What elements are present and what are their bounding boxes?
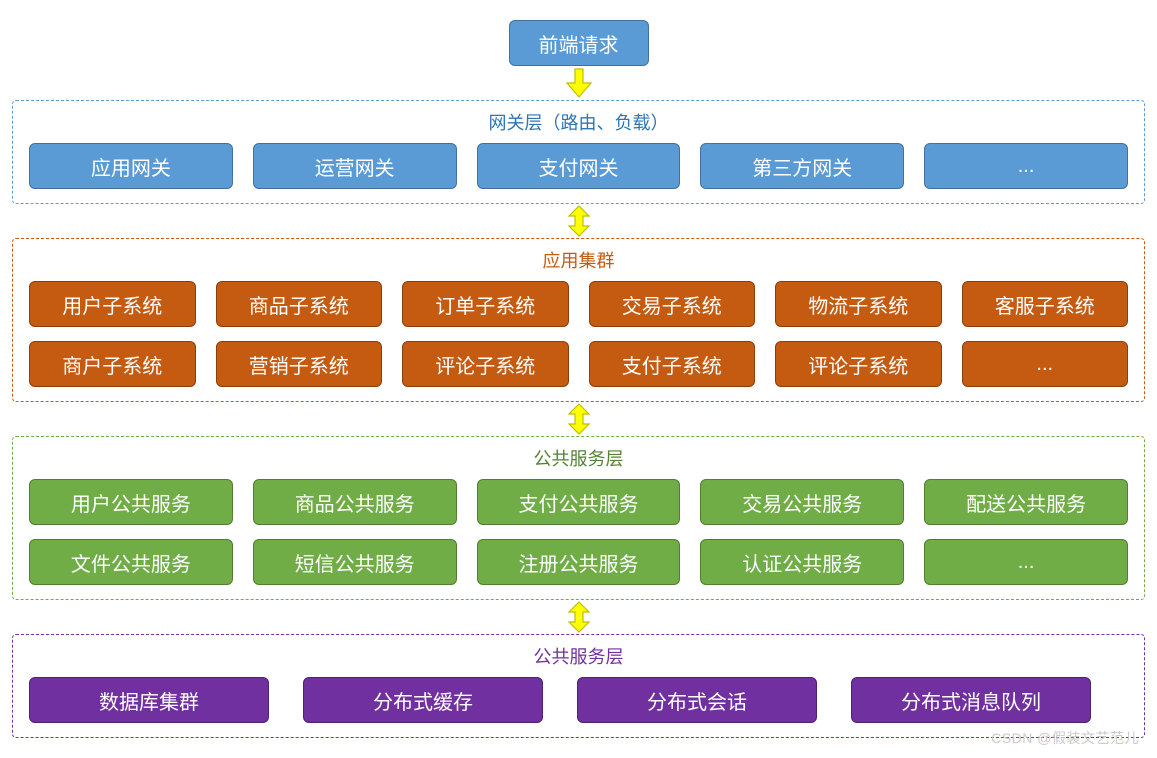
layer-app-cluster: 应用集群 用户子系统 商品子系统 订单子系统 交易子系统 物流子系统 客服子系统…: [12, 238, 1145, 402]
layer-app-row-0: 用户子系统 商品子系统 订单子系统 交易子系统 物流子系统 客服子系统: [29, 281, 1128, 327]
node-comment-subsystem: 评论子系统: [402, 341, 569, 387]
layer-gateway: 网关层（路由、负载） 应用网关 运营网关 支付网关 第三方网关 ...: [12, 100, 1145, 204]
layer-gateway-row-0: 应用网关 运营网关 支付网关 第三方网关 ...: [29, 143, 1128, 189]
arrow-0: [12, 66, 1145, 100]
node-delivery-public-service: 配送公共服务: [924, 479, 1128, 525]
node-app-gateway: 应用网关: [29, 143, 233, 189]
node-product-subsystem: 商品子系统: [216, 281, 383, 327]
node-payment-gateway: 支付网关: [477, 143, 681, 189]
node-file-public-service: 文件公共服务: [29, 539, 233, 585]
arrow-2: [12, 402, 1145, 436]
layer-app-row-1: 商户子系统 营销子系统 评论子系统 支付子系统 评论子系统 ...: [29, 341, 1128, 387]
node-customer-service-subsystem: 客服子系统: [962, 281, 1129, 327]
layer-public-service-title: 公共服务层: [29, 445, 1128, 471]
top-node-frontend-request: 前端请求: [509, 20, 649, 66]
node-app-more: ...: [962, 341, 1129, 387]
node-auth-public-service: 认证公共服务: [700, 539, 904, 585]
node-product-public-service: 商品公共服务: [253, 479, 457, 525]
layer-public-row-1: 文件公共服务 短信公共服务 注册公共服务 认证公共服务 ...: [29, 539, 1128, 585]
node-trade-subsystem: 交易子系统: [589, 281, 756, 327]
arrow-down-icon: [565, 67, 593, 99]
layer-app-cluster-title: 应用集群: [29, 247, 1128, 273]
node-distributed-session: 分布式会话: [577, 677, 817, 723]
node-ops-gateway: 运营网关: [253, 143, 457, 189]
node-comment-subsystem-2: 评论子系统: [775, 341, 942, 387]
node-register-public-service: 注册公共服务: [477, 539, 681, 585]
arrow-updown-icon: [565, 402, 593, 436]
arrow-3: [12, 600, 1145, 634]
node-payment-subsystem: 支付子系统: [589, 341, 756, 387]
node-public-more: ...: [924, 539, 1128, 585]
node-gateway-more: ...: [924, 143, 1128, 189]
watermark-text: CSDN @假装文艺范儿: [991, 728, 1139, 748]
node-user-public-service: 用户公共服务: [29, 479, 233, 525]
node-sms-public-service: 短信公共服务: [253, 539, 457, 585]
arrow-updown-icon: [565, 204, 593, 238]
node-distributed-cache: 分布式缓存: [303, 677, 543, 723]
layer-public-service: 公共服务层 用户公共服务 商品公共服务 支付公共服务 交易公共服务 配送公共服务…: [12, 436, 1145, 600]
node-marketing-subsystem: 营销子系统: [216, 341, 383, 387]
layer-infra: 公共服务层 数据库集群 分布式缓存 分布式会话 分布式消息队列: [12, 634, 1145, 738]
layer-gateway-title: 网关层（路由、负载）: [29, 109, 1128, 135]
node-order-subsystem: 订单子系统: [402, 281, 569, 327]
node-distributed-mq: 分布式消息队列: [851, 677, 1091, 723]
layer-infra-title: 公共服务层: [29, 643, 1128, 669]
node-merchant-subsystem: 商户子系统: [29, 341, 196, 387]
arrow-updown-icon: [565, 600, 593, 634]
node-payment-public-service: 支付公共服务: [477, 479, 681, 525]
layer-public-row-0: 用户公共服务 商品公共服务 支付公共服务 交易公共服务 配送公共服务: [29, 479, 1128, 525]
node-trade-public-service: 交易公共服务: [700, 479, 904, 525]
node-database-cluster: 数据库集群: [29, 677, 269, 723]
node-user-subsystem: 用户子系统: [29, 281, 196, 327]
node-logistics-subsystem: 物流子系统: [775, 281, 942, 327]
arrow-1: [12, 204, 1145, 238]
layer-infra-row-0: 数据库集群 分布式缓存 分布式会话 分布式消息队列: [29, 677, 1128, 723]
top-node-label: 前端请求: [539, 29, 619, 58]
node-thirdparty-gateway: 第三方网关: [700, 143, 904, 189]
